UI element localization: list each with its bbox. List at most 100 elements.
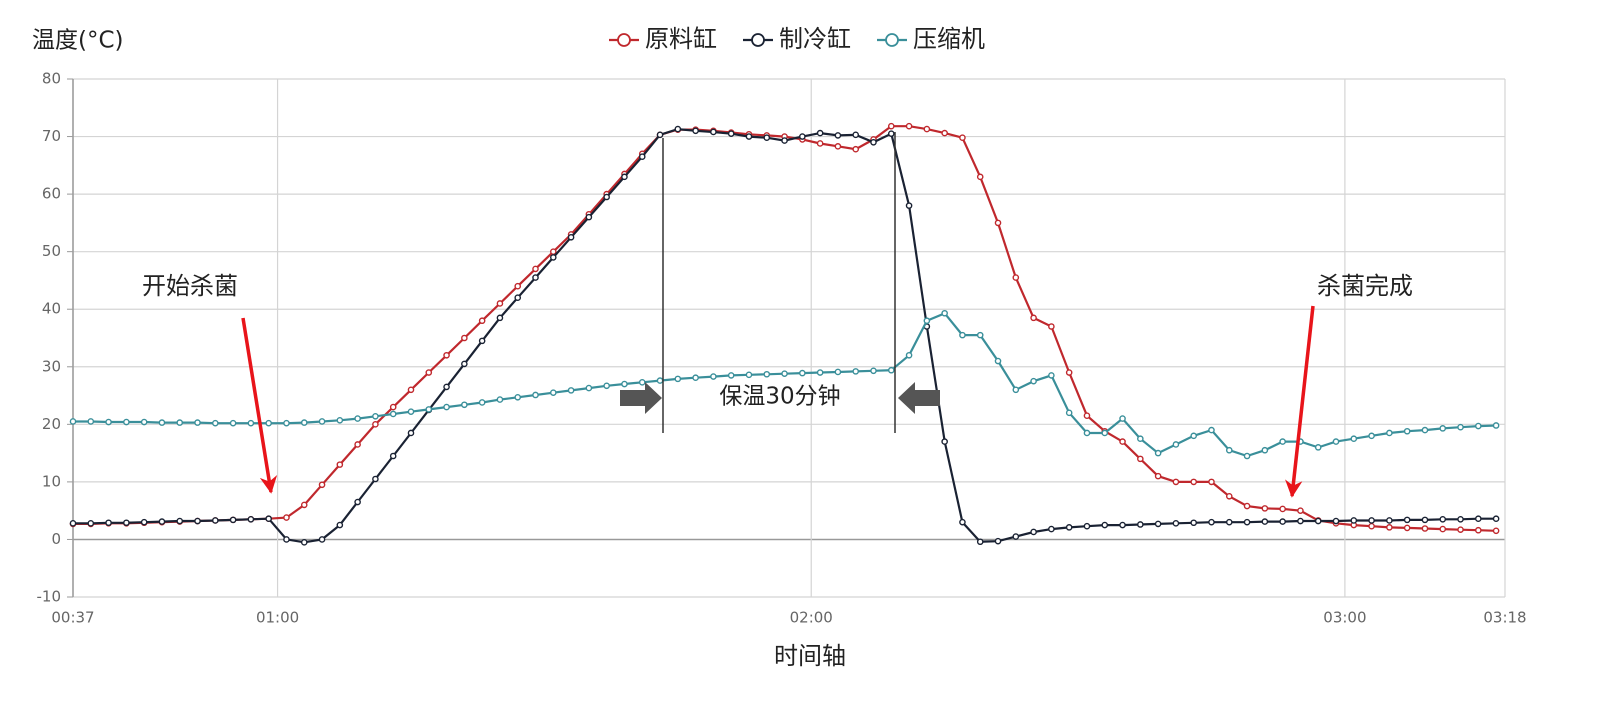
data-point: [389, 452, 397, 460]
data-point: [1208, 426, 1215, 434]
data-point: [194, 517, 201, 525]
y-tick-label: 10: [42, 472, 61, 490]
data-point: [959, 331, 966, 339]
data-point: [1368, 432, 1375, 440]
data-point: [425, 369, 433, 376]
data-point: [478, 317, 486, 325]
data-point: [1225, 446, 1233, 454]
data-point: [532, 391, 539, 399]
data-point: [1048, 372, 1055, 379]
legend: 原料缸 制冷缸 压缩机: [609, 25, 985, 53]
data-point: [1492, 515, 1500, 523]
data-point: [1475, 422, 1482, 430]
data-point: [799, 369, 806, 377]
data-point: [496, 396, 504, 403]
data-point: [1243, 518, 1251, 526]
data-point: [1101, 521, 1109, 529]
data-point: [123, 519, 130, 527]
data-point: [1208, 478, 1215, 486]
data-point: [229, 516, 237, 524]
data-point: [87, 418, 95, 425]
x-axis-label: 时间轴: [774, 642, 846, 670]
data-point: [300, 501, 308, 509]
data-point: [745, 133, 753, 140]
data-point: [1332, 438, 1340, 445]
data-point: [1065, 409, 1073, 417]
data-point: [1154, 472, 1162, 480]
data-point: [265, 419, 272, 427]
data-point: [763, 134, 771, 142]
data-point: [461, 334, 468, 342]
data-point: [300, 419, 308, 426]
data-point: [1279, 438, 1286, 445]
series-line: [73, 127, 1497, 544]
data-point: [870, 139, 877, 146]
legend-marker: [751, 33, 765, 47]
data-point: [389, 403, 397, 411]
data-point: [443, 351, 450, 359]
data-point: [959, 134, 966, 142]
data-point: [1457, 516, 1464, 523]
data-point: [1012, 533, 1020, 540]
data-point: [1030, 528, 1037, 536]
data-point: [1403, 524, 1411, 532]
data-point: [1030, 314, 1037, 322]
data-point: [1137, 435, 1144, 443]
x-tick-label: 02:00: [790, 609, 833, 627]
data-point: [461, 401, 468, 409]
data-point: [318, 536, 326, 543]
data-point: [532, 265, 539, 273]
y-tick-label: 0: [51, 530, 61, 548]
data-point: [905, 351, 913, 359]
data-point: [959, 518, 966, 526]
data-point: [1012, 386, 1020, 394]
data-point: [247, 516, 255, 523]
data-point: [354, 441, 361, 448]
data-point: [1083, 412, 1091, 420]
data-point: [834, 368, 842, 376]
data-point: [1172, 441, 1180, 448]
data-point: [1243, 502, 1251, 510]
data-point: [532, 274, 539, 281]
data-point: [318, 481, 326, 489]
data-point: [514, 282, 522, 290]
data-point: [994, 219, 1002, 227]
data-point: [1012, 274, 1020, 281]
data-point: [603, 193, 610, 201]
y-tick-label: 80: [42, 70, 61, 88]
data-point: [425, 406, 433, 413]
data-point: [1279, 518, 1286, 525]
data-point: [1190, 432, 1197, 440]
data-point: [1421, 426, 1429, 434]
y-tick-label: 20: [42, 415, 61, 433]
data-point: [354, 498, 361, 506]
data-point: [692, 127, 699, 135]
data-point: [656, 131, 664, 139]
annotation: 保温30分钟: [719, 384, 840, 410]
data-point: [692, 374, 699, 382]
data-point: [585, 384, 593, 392]
data-point: [105, 519, 112, 527]
data-point: [1243, 452, 1251, 460]
data-point: [905, 202, 913, 209]
data-point: [1065, 524, 1073, 531]
hold-arrow-left: [898, 382, 940, 414]
x-tick-label: 01:00: [256, 609, 299, 627]
data-point: [407, 429, 415, 437]
data-point: [336, 521, 344, 529]
data-point: [1190, 478, 1197, 486]
data-point: [158, 419, 166, 426]
data-point: [994, 537, 1002, 545]
data-point: [781, 137, 788, 144]
annotation: 杀菌完成: [1317, 272, 1413, 300]
data-point: [265, 515, 272, 523]
end-arrow: [1285, 305, 1315, 498]
data-point: [69, 520, 77, 527]
data-point: [799, 133, 806, 140]
data-point: [852, 131, 860, 139]
data-point: [212, 517, 219, 524]
y-tick-label: -10: [37, 588, 62, 606]
data-point: [1208, 518, 1215, 526]
data-point: [461, 360, 468, 368]
data-point: [1492, 422, 1500, 429]
